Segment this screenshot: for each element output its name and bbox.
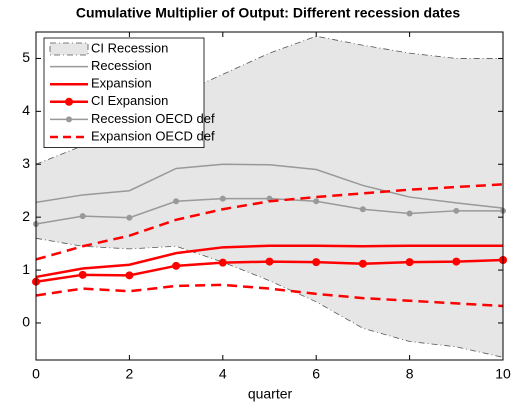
marker [358,259,367,268]
band-lower-edge [35,237,504,358]
marker [359,206,366,213]
axes-box [35,31,504,361]
x-tick-label: 6 [312,366,320,382]
line [35,163,504,209]
x-tick-label: 10 [495,366,511,382]
marker [219,195,226,202]
marker [218,258,227,267]
y-tick-label: 5 [22,49,30,65]
legend-marker [66,116,72,123]
legend-box [43,37,205,148]
x-tick-label: 4 [219,366,227,382]
marker [172,261,181,270]
marker [453,207,460,214]
marker [78,270,87,279]
dashed-line [35,183,504,261]
marker [405,258,414,267]
marker [265,257,274,266]
legend-marker [65,97,73,106]
y-tick-label: 1 [22,261,30,277]
marker [312,258,321,267]
x-tick-label: 2 [126,366,134,382]
y-tick-label: 2 [22,208,30,224]
band-upper-edge [35,35,503,165]
y-tick-label: 3 [22,155,30,171]
legend-label: CI Expansion [91,93,168,108]
marker [125,271,134,280]
marker [313,198,320,205]
dashed-line [35,283,504,308]
x-tick-label: 0 [32,366,40,382]
marker [79,213,86,220]
marker [173,198,180,205]
marker [126,214,133,221]
legend-label: CI Recession [91,40,168,55]
legend-swatch [49,42,89,56]
legend-label: Expansion [91,76,152,91]
marker [406,210,413,217]
x-axis-label: quarter [248,386,293,402]
y-tick-label: 4 [22,102,30,118]
line [35,244,503,279]
x-tick-label: 8 [406,366,414,382]
marker [452,257,461,266]
legend-label: Expansion OECD def [91,128,215,143]
legend-label: Recession OECD def [91,111,215,126]
legend-label: Recession [91,58,152,73]
y-tick-label: 0 [22,314,30,330]
chart-title: Cumulative Multiplier of Output: Differe… [76,5,460,21]
